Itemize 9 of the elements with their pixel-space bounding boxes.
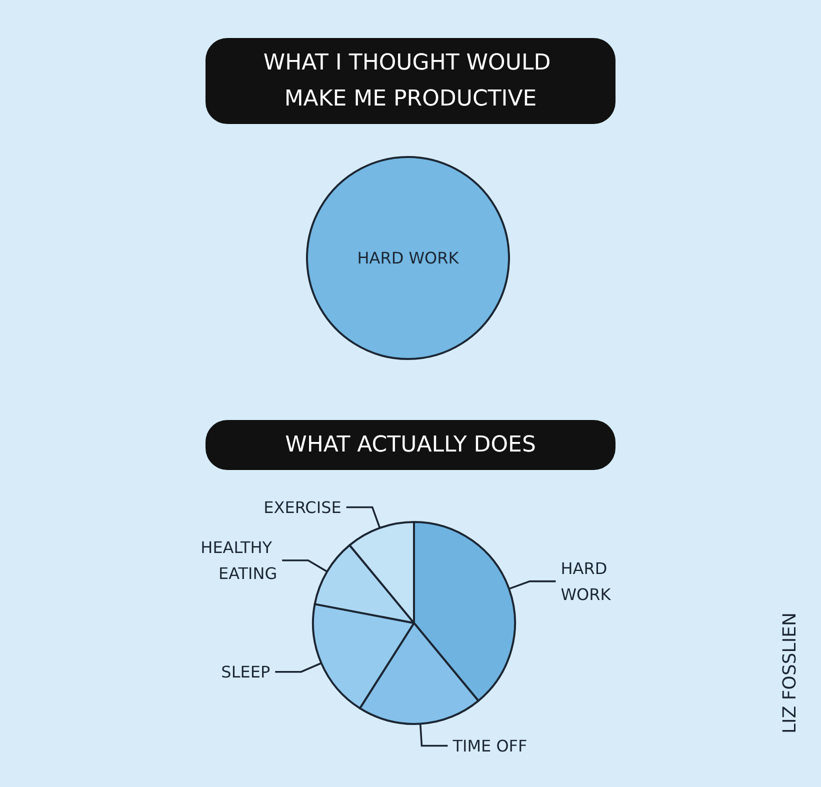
- text: LIZ FOSSLIEN: [780, 612, 800, 734]
- slice-label: HEALTHY EATING: [200, 538, 278, 583]
- chart-title: WHAT I THOUGHT WOULD MAKE ME PRODUCTIVE: [263, 50, 558, 112]
- slice-label: HARD WORK: [357, 248, 460, 268]
- slice-label: SLEEP: [221, 662, 270, 682]
- slice-label: TIME OFF: [452, 736, 528, 756]
- chart-title: WHAT ACTUALLY DOES: [285, 432, 536, 458]
- slice-label: HARD WORK: [560, 558, 612, 604]
- slice-label: EXERCISE: [264, 498, 342, 517]
